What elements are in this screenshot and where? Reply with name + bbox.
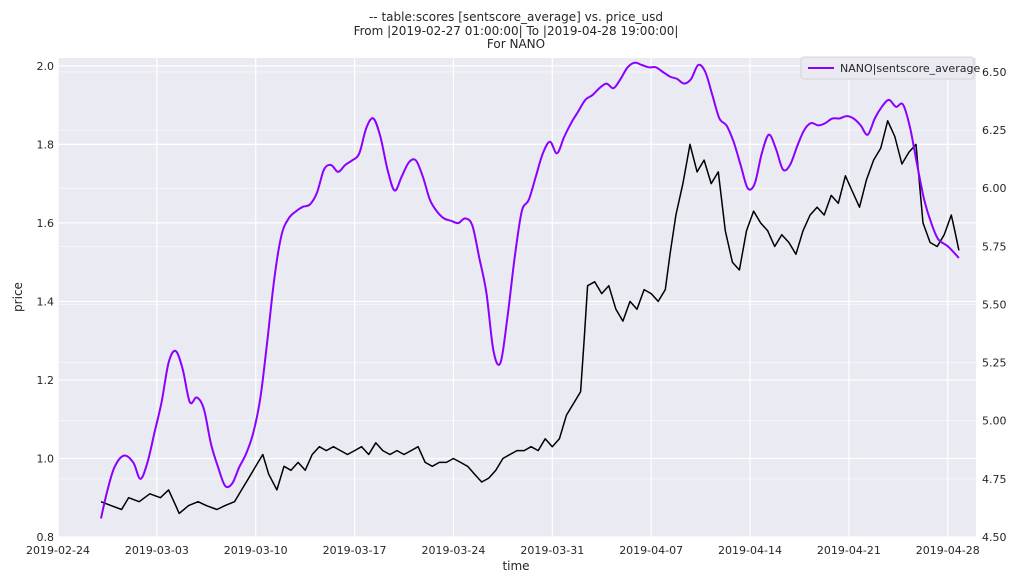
y-tick-label: 1.0 <box>37 452 55 465</box>
y2-tick-label: 5.00 <box>982 415 1007 428</box>
title-line-2: From |2019-02-27 01:00:00| To |2019-04-2… <box>354 24 679 38</box>
y-tick-label: 0.8 <box>37 531 55 544</box>
legend-box <box>800 56 975 80</box>
x-tick-label: 2019-03-03 <box>125 544 189 557</box>
title-line-3: For NANO <box>487 37 545 51</box>
x-tick-label: 2019-04-28 <box>916 544 980 557</box>
x-tick-label: 2019-03-10 <box>224 544 288 557</box>
x-tick-label: 2019-03-31 <box>520 544 584 557</box>
legend: NANO|sentscore_average <box>800 56 980 80</box>
y2-tick-label: 5.75 <box>982 240 1007 253</box>
x-tick-label: 2019-04-14 <box>718 544 782 557</box>
chart-title: -- table:scores [sentscore_average] vs. … <box>354 10 679 51</box>
x-tick-label: 2019-02-24 <box>26 544 90 557</box>
y2-tick-label: 6.50 <box>982 66 1007 79</box>
y2-tick-label: 6.00 <box>982 182 1007 195</box>
y-axis-label: price <box>11 282 25 312</box>
x-axis-label: time <box>502 559 529 573</box>
y-tick-label: 1.2 <box>37 374 55 387</box>
y-tick-label: 1.4 <box>37 295 55 308</box>
x-tick-label: 2019-03-17 <box>323 544 387 557</box>
y2-tick-label: 4.75 <box>982 473 1007 486</box>
x-tick-label: 2019-03-24 <box>421 544 485 557</box>
plot-area <box>58 58 976 537</box>
y2-tick-label: 6.25 <box>982 124 1007 137</box>
y2-tick-label: 4.50 <box>982 531 1007 544</box>
y-tick-label: 1.6 <box>37 217 55 230</box>
y-tick-label: 1.8 <box>37 138 55 151</box>
x-tick-label: 2019-04-07 <box>619 544 683 557</box>
series-line-price <box>100 120 960 515</box>
series-line-sentscore-average <box>100 61 960 519</box>
tick-labels: 2019-02-24 2019-03-03 2019-03-10 2019-03-17… <box>26 60 1006 557</box>
series-layer <box>100 61 960 519</box>
title-line-1: -- table:scores [sentscore_average] vs. … <box>369 10 663 24</box>
y2-tick-label: 5.25 <box>982 357 1007 370</box>
y-tick-label: 2.0 <box>37 60 55 73</box>
x-tick-label: 2019-04-21 <box>817 544 881 557</box>
y2-tick-label: 5.50 <box>982 298 1007 311</box>
legend-label-sentiment: NANO|sentscore_average <box>840 62 980 75</box>
